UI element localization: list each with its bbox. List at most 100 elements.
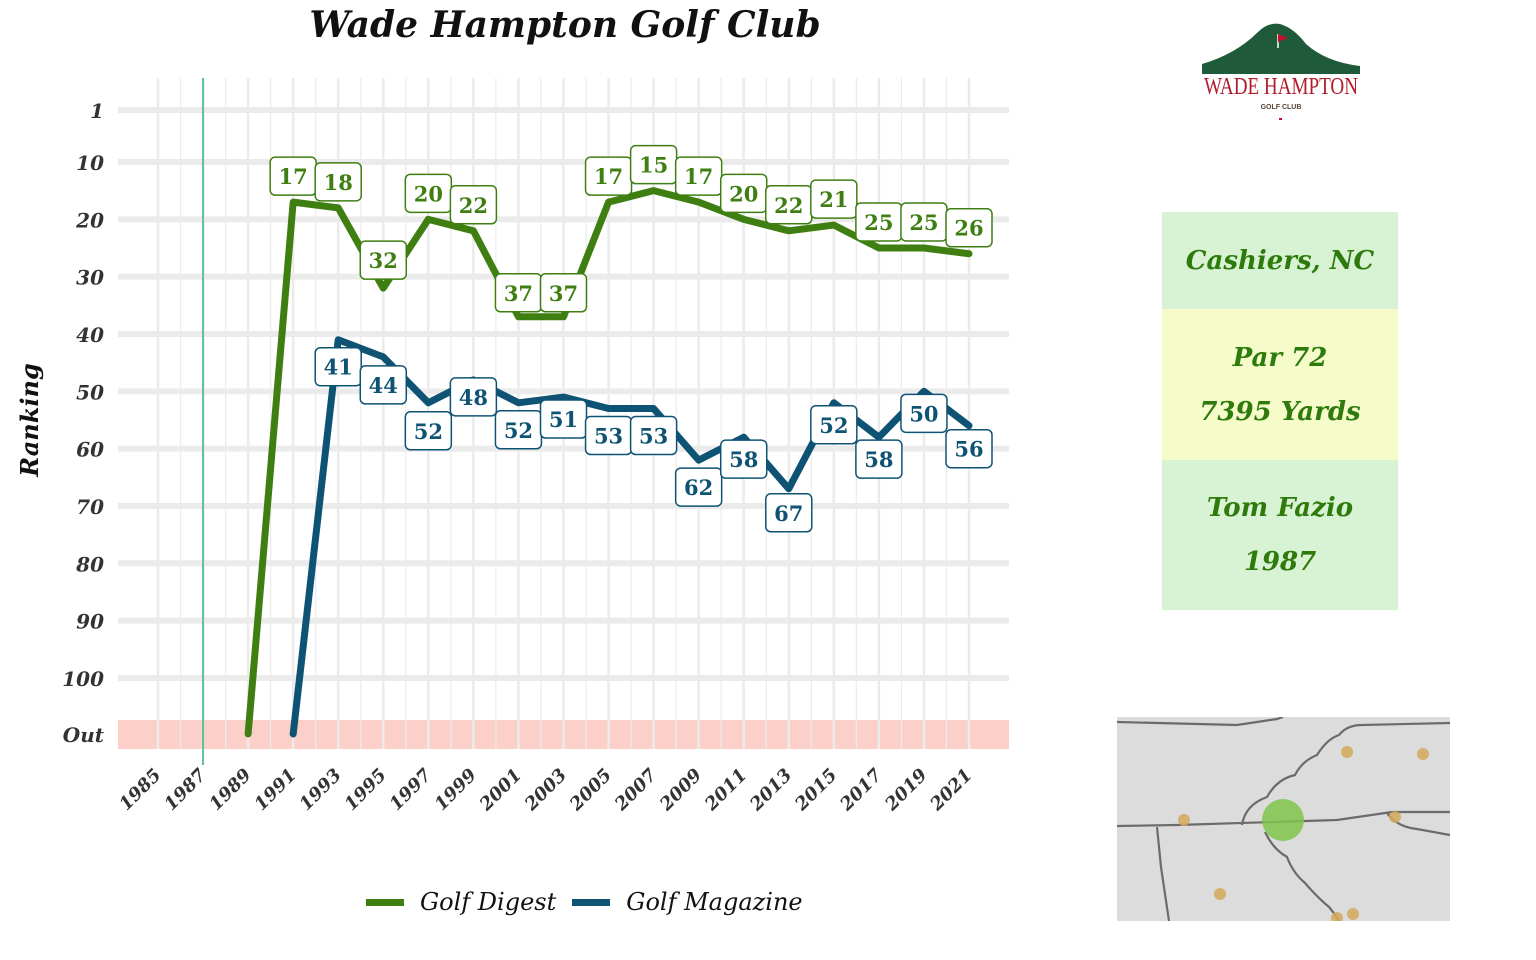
map-dot-sw — [1214, 888, 1226, 900]
data-label-golf-magazine: 56 — [954, 437, 983, 462]
x-tick-label: 2019 — [880, 764, 931, 815]
y-tick-label: 90 — [76, 610, 104, 634]
x-tick-label: 2015 — [790, 765, 841, 816]
data-label-box-golf-digest — [449, 185, 498, 225]
legend-swatch-golf-digest — [366, 898, 404, 906]
data-label-box-golf-magazine — [900, 393, 948, 434]
data-label-box-golf-digest — [810, 179, 858, 219]
x-tick-label: 2003 — [520, 765, 571, 816]
legend-label-golf-magazine: Golf Magazine — [626, 888, 803, 916]
legend-item-golf-digest: Golf Digest — [366, 888, 556, 916]
wade-hampton-logo: WADE HAMPTON GOLF CLUB — [1202, 23, 1360, 120]
x-tick-label: 1991 — [250, 765, 300, 815]
data-label-box-golf-digest — [945, 207, 993, 248]
logo-dot — [1279, 118, 1282, 120]
data-label-box-golf-magazine — [810, 405, 858, 445]
map-border-state-east — [1176, 810, 1450, 827]
course-architect: Tom Fazio — [1206, 493, 1354, 523]
x-tick-label: 2009 — [655, 764, 706, 815]
course-opened-year: 1987 — [1243, 547, 1317, 577]
x-tick-label: 2011 — [700, 765, 751, 816]
data-label-golf-digest: 26 — [954, 216, 983, 241]
data-label-box-golf-magazine — [359, 365, 408, 405]
legend-item-golf-magazine: Golf Magazine — [572, 888, 803, 916]
x-tick-label: 2021 — [926, 765, 977, 816]
data-label-golf-digest: 17 — [279, 164, 308, 189]
map-borders — [1117, 717, 1450, 921]
data-label-golf-digest: 25 — [909, 210, 938, 235]
architect-box: Tom Fazio 1987 — [1162, 460, 1398, 610]
course-location: Cashiers, NC — [1185, 245, 1375, 276]
y-tick-label: 100 — [62, 667, 104, 691]
data-label-golf-magazine: 53 — [594, 424, 623, 449]
y-tick-label: Out — [63, 723, 105, 747]
x-tick-label: 1989 — [205, 764, 256, 815]
y-tick-label: 30 — [76, 266, 104, 290]
map-border-north — [1117, 717, 1284, 727]
data-label-box-golf-magazine — [719, 439, 768, 479]
legend-swatch-golf-magazine — [572, 898, 611, 906]
data-label-box-golf-magazine — [449, 377, 498, 417]
y-tick-label: 40 — [76, 323, 104, 347]
x-tick-label: 1993 — [295, 765, 345, 815]
x-tick-label: 1995 — [341, 765, 391, 815]
map-border-river — [1264, 831, 1340, 921]
map-border-ridge — [1240, 721, 1450, 826]
course-stats-box: Par 72 7395 Yards — [1162, 309, 1398, 460]
data-label-golf-magazine: 58 — [729, 447, 758, 472]
map-course-location-marker — [1262, 799, 1304, 841]
data-label-golf-magazine: 48 — [459, 385, 488, 410]
x-tick-label: 2017 — [835, 764, 886, 815]
y-tick-label: 20 — [75, 208, 104, 232]
data-label-golf-magazine: 62 — [684, 475, 713, 500]
y-tick-label: 50 — [76, 380, 104, 404]
data-label-box-golf-digest — [314, 162, 362, 202]
chart-legend: Golf Digest Golf Magazine — [366, 888, 819, 916]
x-tick-label: 1999 — [431, 764, 482, 815]
chart-title: Wade Hampton Golf Club — [309, 4, 821, 46]
data-label-box-golf-magazine — [404, 411, 453, 451]
data-label-golf-digest: 15 — [639, 153, 668, 178]
data-label-golf-magazine: 50 — [909, 401, 938, 426]
y-axis-title: Ranking — [15, 363, 44, 477]
data-label-box-golf-magazine — [765, 493, 813, 533]
data-label-golf-magazine: 67 — [774, 501, 803, 526]
x-tick-label: 1985 — [115, 765, 165, 815]
legend-label-golf-digest: Golf Digest — [420, 888, 557, 916]
map-border-state-west — [1117, 823, 1178, 828]
data-label-box-golf-magazine — [314, 346, 362, 387]
data-label-golf-magazine: 44 — [369, 373, 398, 398]
y-tick-label: 70 — [76, 495, 104, 519]
data-label-golf-digest: 22 — [774, 193, 803, 218]
x-tick-label: 2007 — [610, 764, 661, 815]
data-label-box-golf-magazine — [855, 439, 903, 479]
data-label-golf-magazine: 53 — [639, 424, 668, 449]
data-label-golf-digest: 37 — [549, 281, 578, 306]
data-label-golf-digest: 20 — [729, 181, 758, 206]
data-label-golf-magazine: 51 — [549, 407, 578, 432]
data-label-golf-digest: 32 — [369, 248, 398, 273]
map-dot-s1 — [1331, 912, 1343, 921]
location-map — [1117, 717, 1450, 921]
x-tick-label: 1987 — [160, 764, 211, 815]
y-tick-label: 60 — [76, 438, 104, 462]
location-box: Cashiers, NC — [1162, 212, 1398, 309]
data-label-golf-digest: 17 — [594, 164, 623, 189]
data-label-golf-digest: 37 — [504, 281, 533, 306]
data-label-golf-magazine: 41 — [324, 355, 353, 380]
course-yardage: 7395 Yards — [1199, 396, 1361, 427]
x-tick-label: 2005 — [565, 765, 616, 816]
logo-mountain — [1202, 23, 1360, 74]
data-label-golf-digest: 22 — [459, 193, 488, 218]
data-label-box-golf-magazine — [674, 467, 723, 507]
course-info-panel: Cashiers, NC Par 72 7395 Yards Tom Fazio… — [1162, 212, 1398, 610]
data-label-box-golf-digest — [359, 240, 408, 280]
data-label-golf-magazine: 52 — [819, 413, 848, 438]
logo-name: WADE HAMPTON — [1204, 74, 1358, 100]
x-tick-label: 1997 — [386, 764, 437, 815]
data-label-golf-digest: 25 — [864, 210, 893, 235]
x-tick-label: 2001 — [475, 765, 526, 816]
map-border-county — [1155, 826, 1171, 921]
logo-subtitle: GOLF CLUB — [1261, 104, 1302, 111]
